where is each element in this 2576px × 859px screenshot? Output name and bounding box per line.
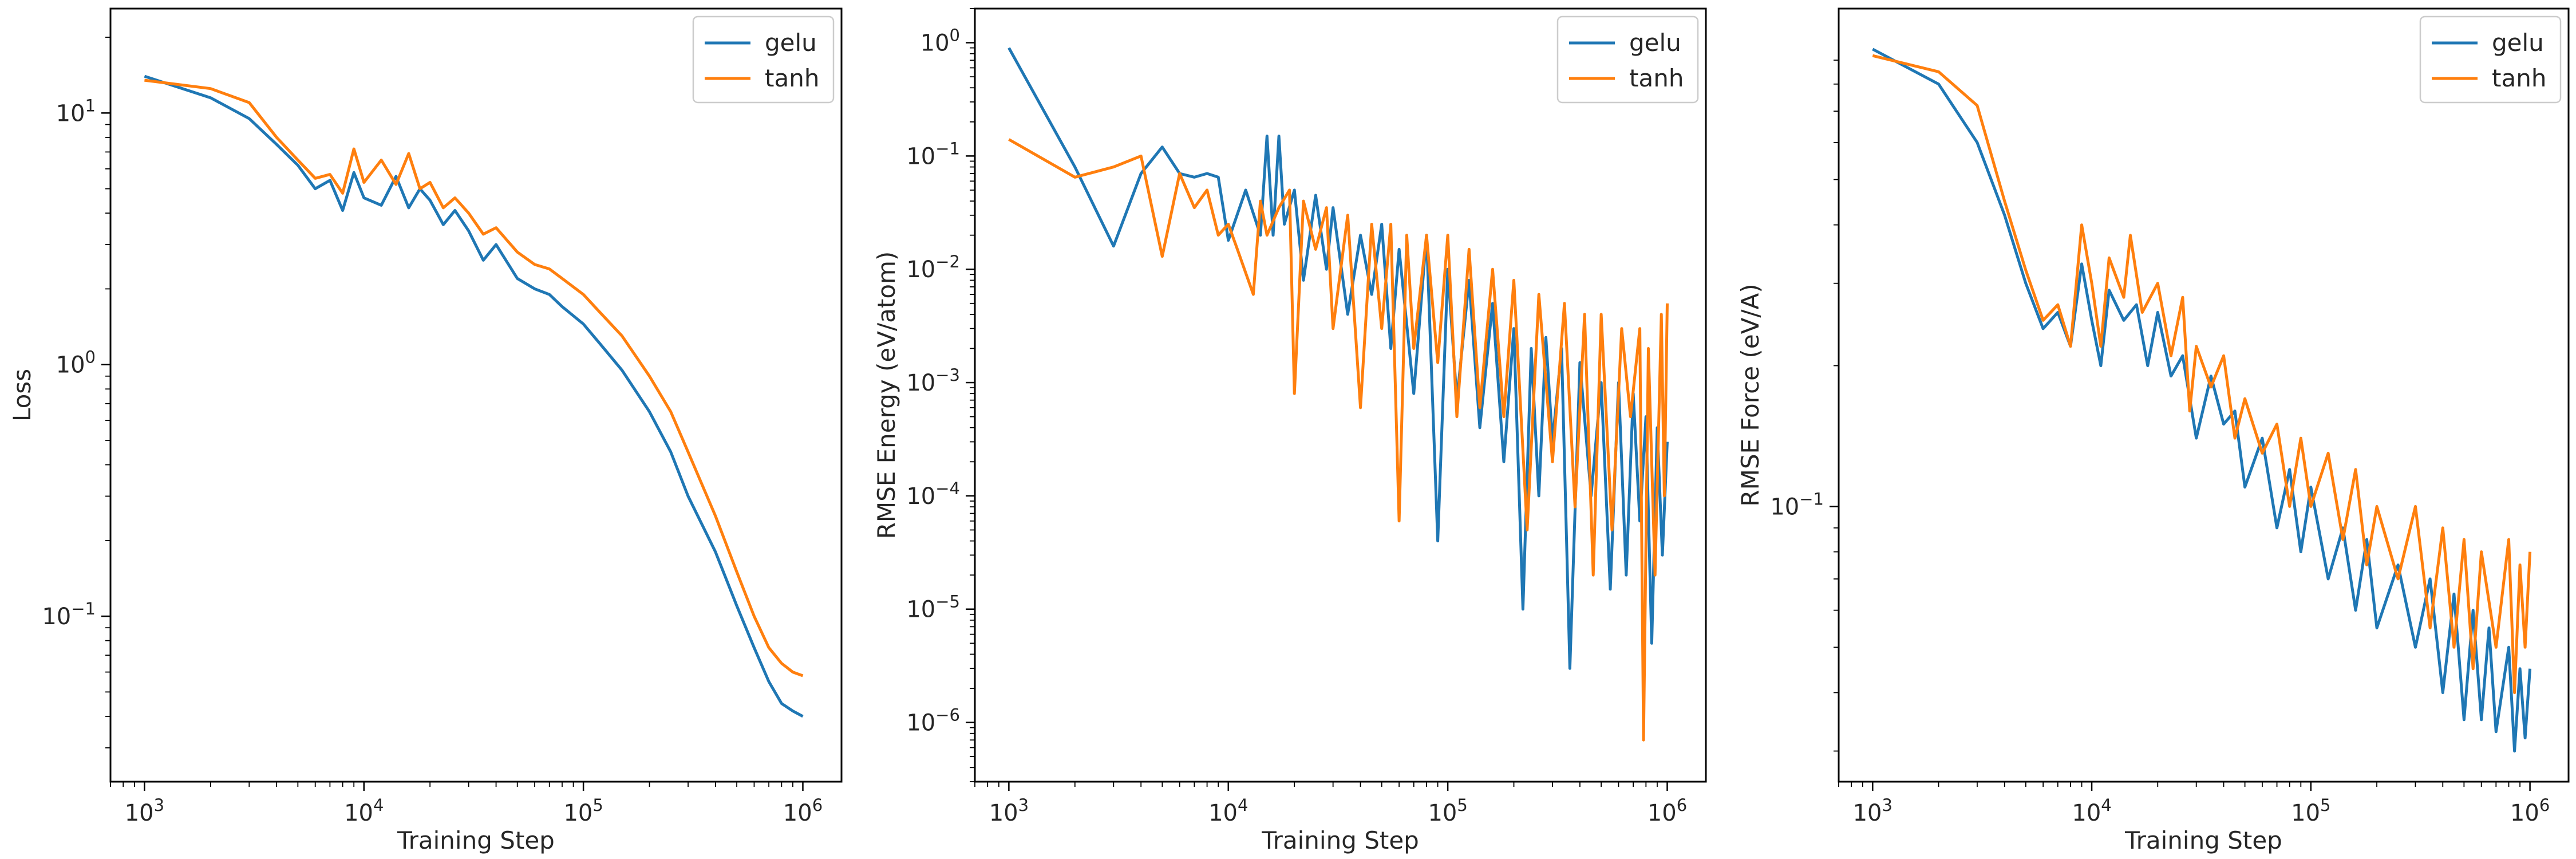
x-axis-label: Training Step	[397, 826, 555, 854]
chart-panel-2: 103 104 105 106 10−6 10−5 10−4 10−3 10−2 10−1 100 T…	[872, 7, 1707, 854]
x-tick-label: 106	[2510, 795, 2550, 826]
x-tick-label: 106	[1647, 795, 1687, 826]
y-tick-label: 10−6	[906, 706, 960, 736]
legend-label-tanh: tanh	[1629, 64, 1684, 92]
series-line-gelu	[144, 74, 804, 718]
x-tick-label: 104	[344, 795, 384, 826]
x-tick-label: 104	[1208, 795, 1248, 826]
x-tick-label: 105	[1428, 795, 1467, 826]
series-line-tanh	[144, 78, 804, 677]
y-tick-label: 10−1	[1770, 489, 1824, 520]
x-axis-label: Training Step	[2124, 826, 2282, 854]
y-axis-label: RMSE Energy (eV/atom)	[872, 251, 900, 539]
x-axis-label: Training Step	[1261, 826, 1419, 854]
legend: gelu tanh	[1556, 15, 1699, 104]
x-tick-label: 103	[125, 795, 164, 826]
x-tick-label: 104	[2072, 795, 2111, 826]
y-tick-label: 10−5	[906, 592, 960, 623]
legend-box	[2419, 15, 2562, 104]
plot-frame	[974, 7, 1707, 783]
legend-box	[692, 15, 835, 104]
y-tick-label: 10−2	[906, 252, 960, 283]
series-line-tanh	[1008, 138, 1669, 742]
x-tick-label: 105	[563, 795, 603, 826]
y-tick-label: 10−4	[906, 479, 960, 510]
y-tick-label: 100	[56, 348, 96, 379]
y-tick-label: 10−3	[906, 365, 960, 396]
y-axis-label: Loss	[8, 369, 36, 421]
x-tick-label: 105	[2291, 795, 2330, 826]
chart-panel-3: 103 104 105 106 10−1 Training Step RMSE Force …	[1736, 7, 2570, 854]
chart-panel-1: 103 104 105 106 10−1 100 101 Training Step Loss g…	[8, 7, 843, 854]
legend-box	[1556, 15, 1699, 104]
x-tick-label: 106	[783, 795, 823, 826]
legend-label-gelu: gelu	[1629, 29, 1681, 57]
y-tick-label: 100	[920, 26, 960, 57]
legend-label-gelu: gelu	[765, 29, 817, 57]
series-line-tanh	[1872, 54, 2532, 694]
plot-frame	[1838, 7, 2570, 783]
y-tick-label: 101	[56, 96, 96, 127]
series-line-gelu	[1872, 48, 2532, 752]
legend-label-gelu: gelu	[2492, 29, 2544, 57]
x-tick-label: 103	[989, 795, 1029, 826]
plot-frame	[109, 7, 843, 783]
y-tick-label: 10−1	[906, 139, 960, 170]
y-axis-label: RMSE Force (eV/A)	[1736, 283, 1764, 506]
legend-label-tanh: tanh	[2492, 64, 2546, 92]
x-tick-label: 103	[1853, 795, 1893, 826]
legend-label-tanh: tanh	[765, 64, 819, 92]
y-tick-label: 10−1	[42, 599, 96, 630]
legend: gelu tanh	[692, 15, 835, 104]
legend: gelu tanh	[2419, 15, 2562, 104]
